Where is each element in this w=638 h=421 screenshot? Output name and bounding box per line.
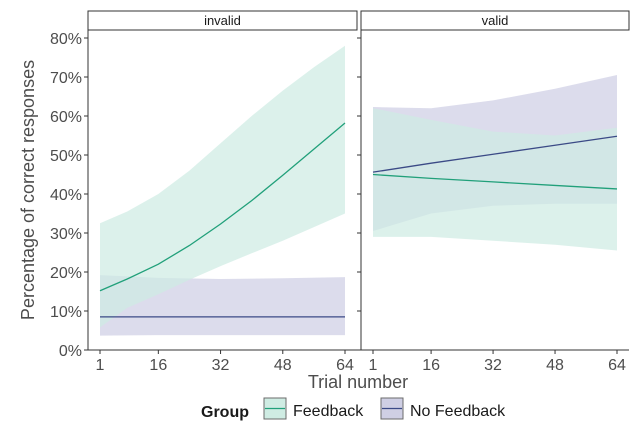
series-line-no-feedback-valid <box>372 135 618 173</box>
confidence-band-feedback-invalid <box>100 45 345 328</box>
y-tick-label: 40% <box>50 187 82 204</box>
y-tick-label: 0% <box>59 343 82 360</box>
x-tick-label: 64 <box>336 357 354 374</box>
strip-box-valid <box>360 10 630 31</box>
confidence-band-feedback-valid <box>373 108 617 251</box>
strip-box-invalid <box>87 10 358 31</box>
x-tick-label: 32 <box>212 357 230 374</box>
panel-invalid: invalid 1 16 32 48 64 <box>87 10 358 374</box>
y-tick-label: 70% <box>50 70 82 87</box>
y-tick-label: 60% <box>50 109 82 126</box>
x-tick-label: 16 <box>149 357 167 374</box>
x-tick-label: 1 <box>369 357 378 374</box>
strip-label-valid: valid <box>482 13 509 28</box>
x-tick-label: 32 <box>484 357 502 374</box>
y-tick-label: 20% <box>50 265 82 282</box>
y-tick-label: 80% <box>50 31 82 48</box>
x-tick-label: 48 <box>274 357 292 374</box>
legend-label-feedback: Feedback <box>293 403 364 420</box>
legend-label-no-feedback: No Feedback <box>410 403 506 420</box>
x-tick-label: 16 <box>422 357 440 374</box>
x-axis-title: Trial number <box>308 372 408 392</box>
legend-title: Group <box>201 404 249 421</box>
y-tick-label: 50% <box>50 148 82 165</box>
strip-label-invalid: invalid <box>204 13 241 28</box>
x-tick-label: 1 <box>96 357 105 374</box>
series-line-feedback-valid <box>372 173 618 190</box>
x-tick-label: 64 <box>608 357 626 374</box>
panel-valid: valid 1 16 32 48 64 <box>360 10 630 374</box>
legend: Group Feedback No Feedback <box>201 397 506 421</box>
x-tick-label: 48 <box>546 357 564 374</box>
y-axis-title: Percentage of correct responses <box>18 60 38 320</box>
series-line-feedback-invalid <box>99 122 346 292</box>
y-tick-label: 30% <box>50 226 82 243</box>
y-tick-label: 10% <box>50 304 82 321</box>
